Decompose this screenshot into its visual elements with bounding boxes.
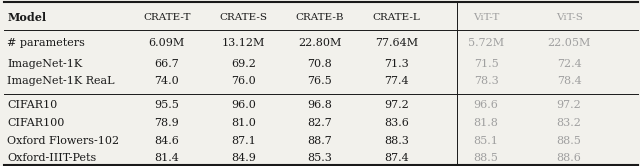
Text: ViT-S: ViT-S	[556, 13, 582, 22]
Text: 22.80M: 22.80M	[298, 38, 342, 48]
Text: 88.6: 88.6	[557, 153, 582, 163]
Text: 76.5: 76.5	[308, 76, 332, 86]
Text: 97.2: 97.2	[384, 100, 409, 110]
Text: 71.5: 71.5	[474, 59, 499, 69]
Text: 66.7: 66.7	[154, 59, 179, 69]
Text: 74.0: 74.0	[154, 76, 179, 86]
Text: CRATE-L: CRATE-L	[372, 13, 420, 22]
Text: ImageNet-1K: ImageNet-1K	[7, 59, 83, 69]
Text: 85.3: 85.3	[308, 153, 332, 163]
Text: Model: Model	[7, 12, 46, 23]
Text: 78.4: 78.4	[557, 76, 581, 86]
Text: 88.7: 88.7	[308, 136, 332, 146]
Text: 83.6: 83.6	[384, 118, 409, 128]
Text: 87.1: 87.1	[231, 136, 256, 146]
Text: 22.05M: 22.05M	[547, 38, 591, 48]
Text: 76.0: 76.0	[231, 76, 256, 86]
Text: CRATE-S: CRATE-S	[220, 13, 268, 22]
Text: 88.5: 88.5	[557, 136, 582, 146]
Text: 81.8: 81.8	[474, 118, 499, 128]
Text: Oxford Flowers-102: Oxford Flowers-102	[7, 136, 119, 146]
Text: CRATE-B: CRATE-B	[296, 13, 344, 22]
Text: 83.2: 83.2	[557, 118, 582, 128]
Text: 88.3: 88.3	[384, 136, 409, 146]
Text: 77.64M: 77.64M	[375, 38, 418, 48]
Text: 78.3: 78.3	[474, 76, 499, 86]
Text: 82.7: 82.7	[308, 118, 332, 128]
Text: Oxford-IIIT-Pets: Oxford-IIIT-Pets	[7, 153, 97, 163]
Text: CIFAR100: CIFAR100	[7, 118, 65, 128]
Text: 85.1: 85.1	[474, 136, 499, 146]
Text: 87.4: 87.4	[384, 153, 409, 163]
Text: 77.4: 77.4	[385, 76, 409, 86]
Text: 6.09M: 6.09M	[148, 38, 185, 48]
Text: 81.4: 81.4	[154, 153, 179, 163]
Text: 78.9: 78.9	[154, 118, 179, 128]
Text: 96.8: 96.8	[308, 100, 332, 110]
Text: 71.3: 71.3	[384, 59, 409, 69]
Text: 84.9: 84.9	[231, 153, 256, 163]
Text: 5.72M: 5.72M	[468, 38, 504, 48]
Text: 81.0: 81.0	[231, 118, 256, 128]
Text: 70.8: 70.8	[308, 59, 332, 69]
Text: ViT-T: ViT-T	[473, 13, 499, 22]
Text: CIFAR10: CIFAR10	[7, 100, 58, 110]
Text: 72.4: 72.4	[557, 59, 581, 69]
Text: # parameters: # parameters	[7, 38, 85, 48]
Text: CRATE-T: CRATE-T	[143, 13, 191, 22]
Text: 88.5: 88.5	[474, 153, 499, 163]
Text: 84.6: 84.6	[154, 136, 179, 146]
Text: 13.12M: 13.12M	[221, 38, 265, 48]
Text: 95.5: 95.5	[154, 100, 179, 110]
Text: 96.6: 96.6	[474, 100, 499, 110]
Text: 69.2: 69.2	[231, 59, 256, 69]
Text: ImageNet-1K ReaL: ImageNet-1K ReaL	[7, 76, 115, 86]
Text: 97.2: 97.2	[557, 100, 581, 110]
Text: 96.0: 96.0	[231, 100, 256, 110]
